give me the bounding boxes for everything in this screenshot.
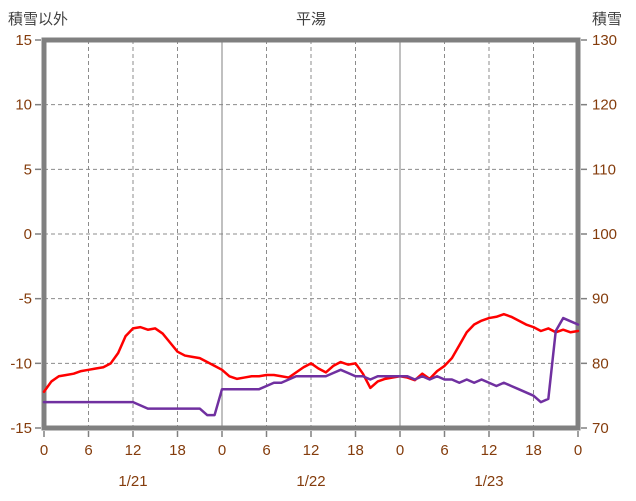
x-tick-label: 6: [440, 442, 448, 459]
date-label: 1/23: [474, 473, 503, 490]
right-tick-label: 110: [592, 161, 616, 178]
left-axis-title: 積雪以外: [8, 11, 68, 28]
series-non-snow-red-line: [42, 312, 580, 394]
right-tick-label: 90: [592, 291, 609, 308]
right-axis-title: 積雪: [592, 11, 622, 28]
right-tick-label: 100: [592, 226, 617, 243]
left-tick-label: 5: [24, 161, 32, 178]
x-tick-label: 0: [40, 442, 48, 459]
x-tick-label: 18: [525, 442, 542, 459]
left-tick-label: 10: [15, 97, 32, 114]
date-label: 1/22: [296, 473, 325, 490]
right-tick-label: 130: [592, 32, 617, 49]
right-tick-label: 70: [592, 420, 609, 437]
series-snow-depth-purple-line: [42, 316, 580, 417]
plot-frame: [41, 37, 581, 431]
right-tick-label: 80: [592, 355, 609, 372]
x-tick-label: 12: [125, 442, 142, 459]
left-tick-label: 0: [24, 226, 32, 243]
right-tick-label: 120: [592, 97, 617, 114]
x-tick-label: 18: [169, 442, 186, 459]
x-tick-label: 6: [262, 442, 270, 459]
left-tick-label: 15: [15, 32, 32, 49]
left-tick-label: -15: [10, 420, 32, 437]
x-tick-label: 18: [347, 442, 364, 459]
x-tick-label: 12: [303, 442, 320, 459]
x-tick-label: 0: [574, 442, 582, 459]
left-tick-label: -10: [10, 355, 32, 372]
date-label: 1/21: [118, 473, 147, 490]
x-tick-label: 0: [218, 442, 226, 459]
x-tick-label: 6: [84, 442, 92, 459]
x-tick-label: 0: [396, 442, 404, 459]
x-tick-label: 12: [481, 442, 498, 459]
chart-title: 平湯: [296, 11, 326, 28]
left-tick-label: -5: [19, 291, 32, 308]
